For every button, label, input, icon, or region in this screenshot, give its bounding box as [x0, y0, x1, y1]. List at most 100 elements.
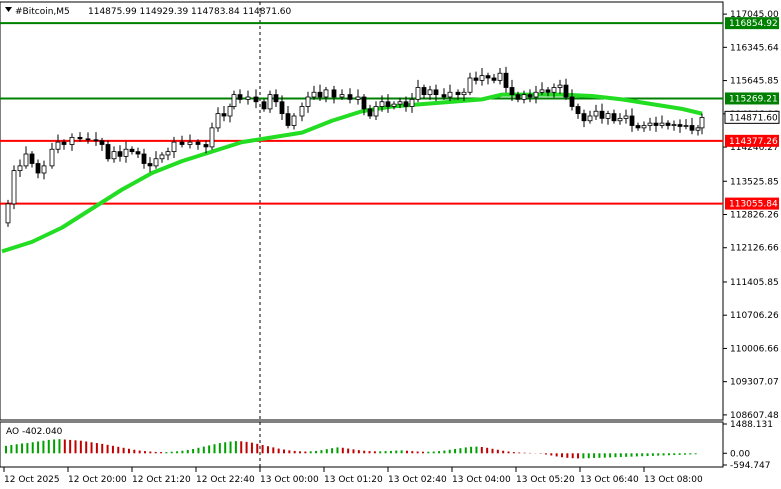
- level-tag: [725, 134, 779, 147]
- candle-body: [575, 106, 581, 115]
- ao-tick-label: -594.747: [730, 461, 770, 471]
- candle-body: [227, 106, 233, 117]
- x-tick-label: 13 Oct 08:00: [644, 475, 703, 485]
- y-tick-label: 109307.07: [730, 378, 779, 388]
- level-tag-label: 113055.84: [729, 200, 778, 210]
- level-tag: [725, 197, 779, 210]
- candle-body: [253, 96, 259, 103]
- candle-body: [195, 141, 201, 145]
- candle-body: [267, 94, 273, 110]
- candle-body: [299, 106, 305, 117]
- candle-body: [409, 98, 415, 107]
- candle-body: [635, 125, 641, 129]
- candle-body: [347, 94, 353, 100]
- candle-body: [215, 113, 221, 129]
- candle-body: [515, 94, 521, 100]
- level-tag: [725, 17, 779, 30]
- candle-body: [179, 141, 185, 145]
- candle-body: [279, 101, 285, 115]
- candle-body: [385, 101, 391, 107]
- candle-body: [403, 101, 409, 107]
- candle-body: [111, 151, 117, 160]
- candle-body: [623, 115, 629, 119]
- candle-body: [373, 106, 379, 117]
- candle-body: [421, 87, 427, 96]
- x-tick-label: 13 Oct 00:00: [260, 475, 319, 485]
- candle-body: [123, 148, 129, 157]
- candle-body: [305, 96, 311, 107]
- candle-body: [379, 101, 385, 107]
- dropdown-triangle-icon[interactable]: [5, 7, 12, 12]
- candle-body: [677, 124, 683, 127]
- candle-body: [659, 122, 665, 126]
- y-tick-label: 112126.66: [730, 244, 779, 254]
- ao-histogram: [5, 439, 697, 459]
- candle-body: [5, 203, 11, 224]
- y-tick-label: 110706.26: [730, 311, 779, 321]
- ma-line: [1, 92, 703, 254]
- candle-body: [99, 140, 105, 145]
- candle-body: [599, 110, 605, 119]
- candle-body: [11, 170, 17, 205]
- candle-body: [159, 154, 165, 160]
- y-axis-ticks: 117045.00116345.64115645.85114946.061142…: [723, 10, 779, 421]
- candle-body: [285, 113, 291, 126]
- candle-body: [461, 91, 467, 96]
- candle-body: [85, 138, 91, 141]
- candle-body: [49, 148, 55, 167]
- candle-body: [563, 84, 569, 98]
- candle-body: [447, 91, 453, 98]
- candle-body: [695, 127, 701, 131]
- candle-body: [35, 163, 41, 174]
- x-tick-label: 12 Oct 22:40: [196, 475, 255, 485]
- candle-body: [653, 122, 659, 126]
- candle-body: [93, 139, 99, 142]
- candle-body: [291, 115, 297, 126]
- candle-body: [323, 89, 329, 98]
- y-tick-label: 116345.64: [730, 43, 779, 53]
- ohlc-values: 114875.99 114929.39 114783.84 114871.60: [88, 7, 292, 17]
- candle-body: [311, 91, 317, 98]
- candle-body: [165, 151, 171, 156]
- candle-body: [467, 77, 473, 93]
- candle-body: [485, 75, 491, 79]
- candle-body: [503, 72, 509, 88]
- candle-body: [545, 89, 551, 93]
- candle-body: [551, 87, 557, 93]
- candle-body: [331, 89, 337, 98]
- candle-body: [581, 113, 587, 122]
- current-price-tag: [724, 110, 780, 124]
- ao-tick-label: 0.00: [730, 449, 750, 459]
- candle-body: [455, 91, 461, 96]
- candle-body: [187, 141, 193, 145]
- candles: [5, 66, 705, 227]
- candle-body: [629, 115, 635, 126]
- level-tag-label: 115269.21: [729, 94, 778, 104]
- candle-body: [641, 125, 647, 129]
- main-panel-frame: [0, 1, 724, 421]
- candle-body: [147, 163, 153, 167]
- ao-panel-frame: [0, 421, 724, 468]
- candle-body: [69, 136, 75, 145]
- candle-body: [593, 110, 599, 117]
- candle-body: [611, 113, 617, 122]
- candle-body: [533, 91, 539, 98]
- x-tick-label: 13 Oct 06:40: [580, 475, 639, 485]
- candle-body: [671, 124, 677, 126]
- candle-body: [557, 84, 563, 88]
- candle-body: [261, 101, 267, 110]
- candle-body: [221, 113, 227, 117]
- candle-body: [129, 148, 135, 153]
- candle-body: [237, 94, 243, 100]
- y-tick-label: 108607.48: [730, 411, 779, 421]
- candle-body: [23, 153, 29, 167]
- x-axis-ticks: 12 Oct 2025 12 Oct 20:00 12 Oct 21:20 12 Oc…: [3, 467, 703, 485]
- candle-body: [317, 91, 323, 98]
- x-tick-label: 13 Oct 02:40: [388, 475, 447, 485]
- candle-body: [203, 144, 209, 148]
- candle-body: [273, 94, 279, 103]
- candle-body: [497, 72, 503, 81]
- x-tick-label: 12 Oct 2025: [4, 475, 60, 485]
- candle-body: [135, 151, 141, 155]
